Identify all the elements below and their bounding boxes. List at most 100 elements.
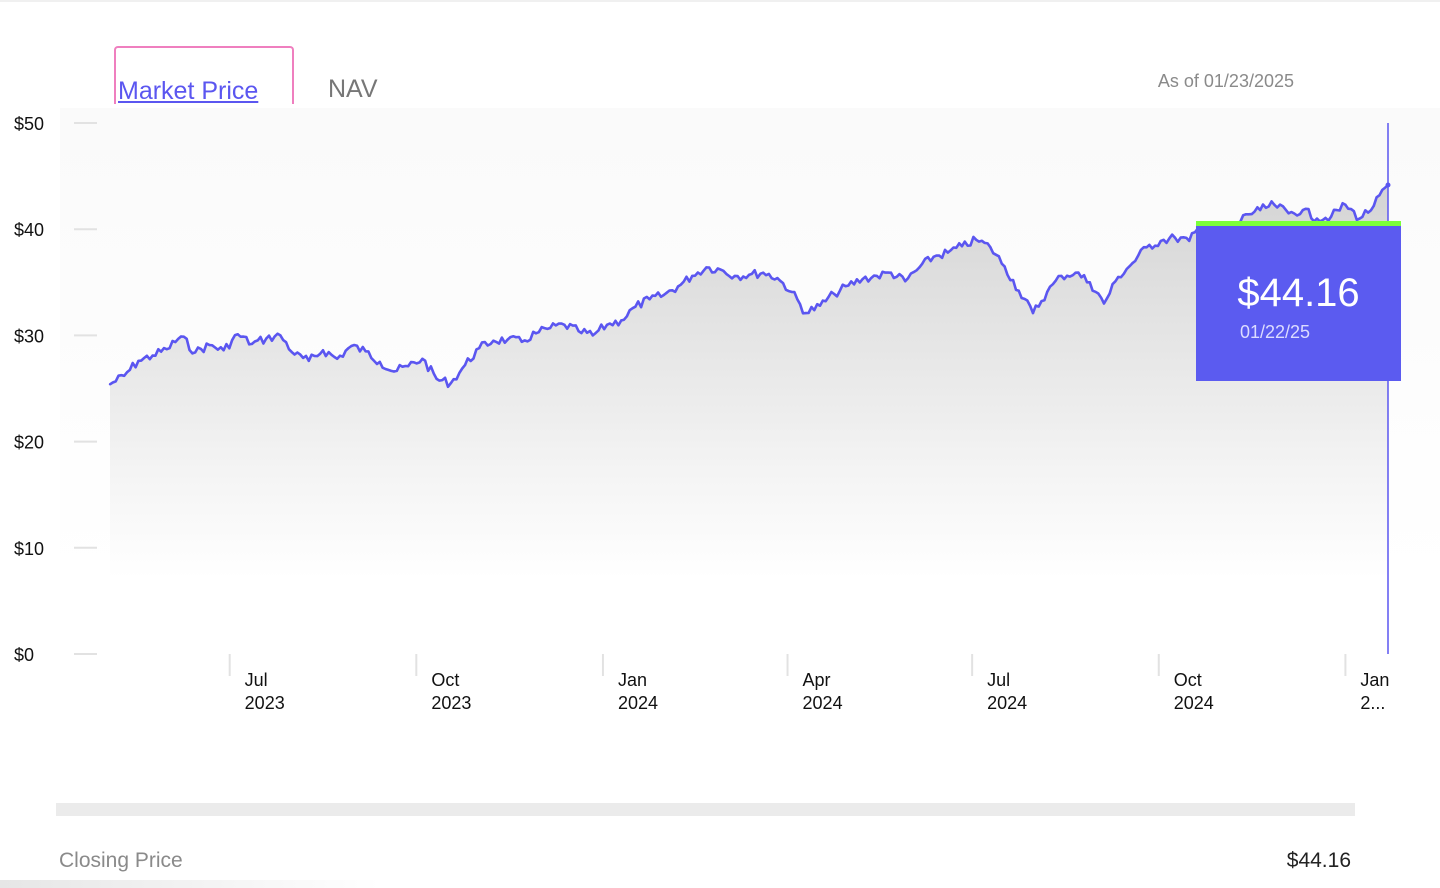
price-point [889, 271, 893, 274]
price-point [563, 323, 566, 326]
price-point [1031, 311, 1035, 315]
price-point [946, 251, 949, 254]
price-point [818, 304, 822, 307]
price-point [1372, 204, 1376, 207]
price-point [1244, 213, 1248, 216]
price-point [1131, 262, 1134, 265]
price-point [691, 274, 694, 278]
price-point [1088, 281, 1092, 284]
price-point [137, 359, 140, 363]
price-point [250, 342, 254, 346]
price-point [108, 383, 112, 386]
price-area [110, 185, 1388, 578]
price-point [591, 334, 594, 337]
price-chart[interactable]: $0 $10 $20 $30 $40 $50 Jul 2023 Oct 2023 Jan 2024 A… [0, 0, 1440, 760]
price-point [336, 357, 339, 360]
price-point [1046, 290, 1049, 294]
x-tick-year: 2023 [431, 693, 471, 713]
price-point [265, 337, 268, 340]
price-point [1173, 236, 1177, 239]
price-point [1259, 208, 1262, 212]
price-point [350, 344, 353, 348]
x-tick-year: 2024 [1174, 693, 1214, 713]
price-tooltip: $44.16 01/22/25 [1196, 226, 1401, 381]
price-point [1117, 275, 1120, 279]
price-point [222, 349, 225, 352]
price-point [705, 266, 708, 269]
price-point [747, 273, 751, 277]
price-point [407, 365, 410, 368]
price-point [904, 280, 907, 283]
x-tick-year: 2024 [618, 693, 658, 713]
x-axis: Jul 2023 Oct 2023 Jan 2024 Apr 2024 Jul 2024 Oct 20… [228, 654, 1389, 713]
price-point [478, 346, 481, 350]
price-point [1344, 203, 1347, 206]
price-point [975, 238, 978, 241]
price-point [1074, 271, 1077, 274]
price-point [435, 377, 438, 381]
x-tick-year: 2024 [803, 693, 843, 713]
price-point [733, 274, 736, 278]
price-points [108, 182, 1391, 386]
price-point [648, 298, 651, 301]
price-point [620, 319, 623, 322]
price-point [179, 335, 183, 338]
as-of-date: As of 01/23/2025 [1157, 71, 1294, 91]
price-point [932, 255, 935, 258]
price-point [676, 285, 680, 288]
x-tick-month: Oct [431, 670, 459, 690]
price-point [520, 340, 523, 343]
price-point [1358, 217, 1361, 220]
tab-market-price-label[interactable]: Market Price [118, 77, 259, 105]
price-point [960, 245, 964, 248]
price-point [918, 266, 921, 269]
price-point [605, 323, 609, 326]
price-point [577, 330, 580, 333]
tab-nav[interactable]: NAV [328, 75, 378, 103]
price-point [151, 354, 154, 357]
bottom-shadow [0, 880, 380, 888]
x-tick-month: Jul [245, 670, 268, 690]
price-point [208, 343, 211, 347]
y-tick-label: $50 [14, 114, 44, 134]
x-tick-month: Apr [803, 670, 831, 690]
price-point [762, 271, 765, 274]
price-point [1017, 289, 1020, 292]
price-point [1003, 265, 1006, 268]
price-point [989, 246, 992, 249]
price-point [1385, 182, 1391, 188]
price-point [364, 350, 367, 353]
x-tick-month: Oct [1174, 670, 1202, 690]
price-point [506, 338, 509, 341]
chart-scrollbar[interactable] [56, 803, 1355, 816]
price-point [194, 351, 197, 354]
price-point [421, 357, 424, 360]
price-point [1315, 217, 1319, 220]
x-tick-month: Jul [987, 670, 1010, 690]
y-tick-label: $40 [14, 220, 44, 240]
price-point [634, 305, 637, 308]
y-tick-label: $10 [14, 539, 44, 559]
tab-market-price[interactable]: Market Price [114, 46, 294, 105]
price-point [534, 332, 538, 335]
price-point [463, 363, 467, 367]
price-point [307, 359, 310, 363]
price-point [1102, 302, 1106, 305]
price-point [1273, 203, 1276, 206]
price-point [847, 284, 850, 287]
price-point [804, 311, 807, 315]
price-point [293, 353, 296, 356]
price-point [1330, 215, 1333, 218]
tooltip-price: $44.16 [1237, 271, 1360, 315]
price-point [1159, 239, 1163, 243]
price-point [1287, 212, 1290, 215]
price-point [236, 333, 239, 336]
y-tick-label: $20 [14, 433, 44, 453]
price-point [1060, 274, 1063, 278]
price-point [378, 360, 381, 364]
closing-price-label: Closing Price [59, 849, 183, 872]
x-tick-year: 2024 [987, 693, 1027, 713]
tooltip-accent-bar [1196, 221, 1401, 228]
price-point [392, 370, 396, 373]
